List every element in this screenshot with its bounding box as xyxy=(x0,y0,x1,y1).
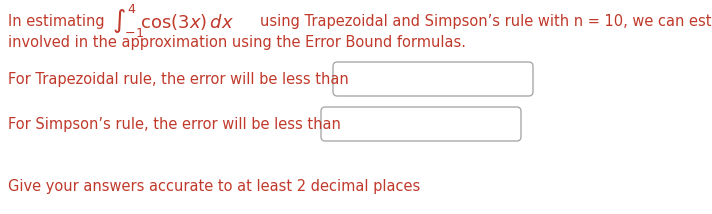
Text: For Trapezoidal rule, the error will be less than: For Trapezoidal rule, the error will be … xyxy=(8,71,349,86)
FancyBboxPatch shape xyxy=(321,107,521,141)
Text: involved in the approximation using the Error Bound formulas.: involved in the approximation using the … xyxy=(8,34,466,49)
Text: Give your answers accurate to at least 2 decimal places: Give your answers accurate to at least 2… xyxy=(8,178,420,193)
FancyBboxPatch shape xyxy=(333,62,533,96)
Text: using Trapezoidal and Simpson’s rule with n = 10, we can estimate the error: using Trapezoidal and Simpson’s rule wit… xyxy=(260,13,712,28)
Text: For Simpson’s rule, the error will be less than: For Simpson’s rule, the error will be le… xyxy=(8,116,341,131)
Text: $\int_{-1}^{4}\!\cos(3x)\,dx$: $\int_{-1}^{4}\!\cos(3x)\,dx$ xyxy=(112,2,234,40)
Text: In estimating: In estimating xyxy=(8,13,105,28)
